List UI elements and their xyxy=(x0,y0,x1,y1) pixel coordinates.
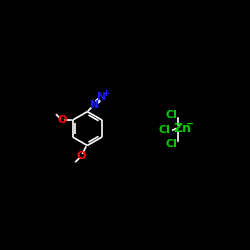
Text: O: O xyxy=(57,115,66,125)
Text: Cl: Cl xyxy=(158,125,170,135)
Text: −: − xyxy=(186,119,194,129)
Text: Zn: Zn xyxy=(173,122,191,135)
Text: N: N xyxy=(90,100,99,110)
Text: O: O xyxy=(76,151,86,161)
Text: Cl: Cl xyxy=(165,110,177,120)
Text: Cl: Cl xyxy=(165,139,177,149)
Text: N: N xyxy=(97,92,106,102)
Text: +: + xyxy=(102,89,110,98)
